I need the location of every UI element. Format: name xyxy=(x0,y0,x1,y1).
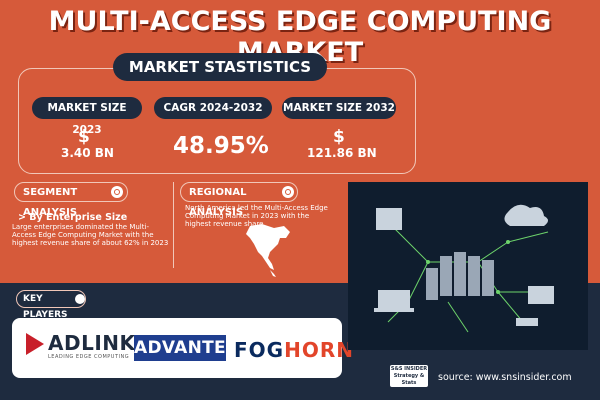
foghorn-logo-part2: HORN xyxy=(284,338,354,362)
market-size-2023-value: 3.40 BN xyxy=(61,146,114,160)
stats-heading: MARKET STASTISTICS xyxy=(113,53,327,81)
segment-heading: SEGMENT ANALYSIS xyxy=(14,182,128,218)
cagr-label: CAGR 2024-2032 xyxy=(154,97,272,119)
market-size-2023-dollar: $ xyxy=(78,127,90,147)
edge-network-illustration xyxy=(348,182,588,350)
info-icon xyxy=(75,294,85,304)
cagr-value: 48.95% xyxy=(173,133,269,159)
adlink-logo-text: ADLINK xyxy=(48,331,136,355)
segment-heading-label: SEGMENT ANALYSIS xyxy=(23,187,78,218)
sns-insider-logo: S&S INSIDER Strategy & Stats xyxy=(390,365,428,387)
north-america-map-icon xyxy=(246,224,290,277)
segment-text: Large enterprises dominated the Multi-Ac… xyxy=(12,223,169,247)
globe-icon xyxy=(111,186,123,198)
key-players-heading: KEY PLAYERS xyxy=(16,290,86,320)
page-title: MULTI-ACCESS EDGE COMPUTING MARKET xyxy=(48,6,552,68)
market-size-2023-label: MARKET SIZE 2023 xyxy=(32,97,142,136)
market-size-2032-dollar: $ xyxy=(333,127,345,147)
adlink-logo-icon xyxy=(26,333,44,355)
segment-subheading: > By Enterprise Size xyxy=(18,212,128,223)
regional-text: North America led the Multi-Access Edge … xyxy=(185,204,328,228)
foghorn-logo: FOGHORN xyxy=(234,338,354,362)
market-size-2032-value: 121.86 BN xyxy=(307,146,377,160)
source-text: source: www.snsinsider.com xyxy=(438,372,572,383)
advantech-logo: ADVANTECH xyxy=(134,335,253,361)
regional-heading-label: REGIONAL ANALYSIS xyxy=(189,187,247,218)
market-size-2032-label: MARKET SIZE 2032 xyxy=(282,97,396,119)
key-players-label: KEY PLAYERS xyxy=(23,294,68,320)
globe-icon xyxy=(282,186,294,198)
section-divider xyxy=(173,182,174,268)
adlink-tagline: LEADING EDGE COMPUTING xyxy=(48,354,130,360)
foghorn-logo-part1: FOG xyxy=(234,338,285,362)
regional-heading: REGIONAL ANALYSIS xyxy=(180,182,298,218)
